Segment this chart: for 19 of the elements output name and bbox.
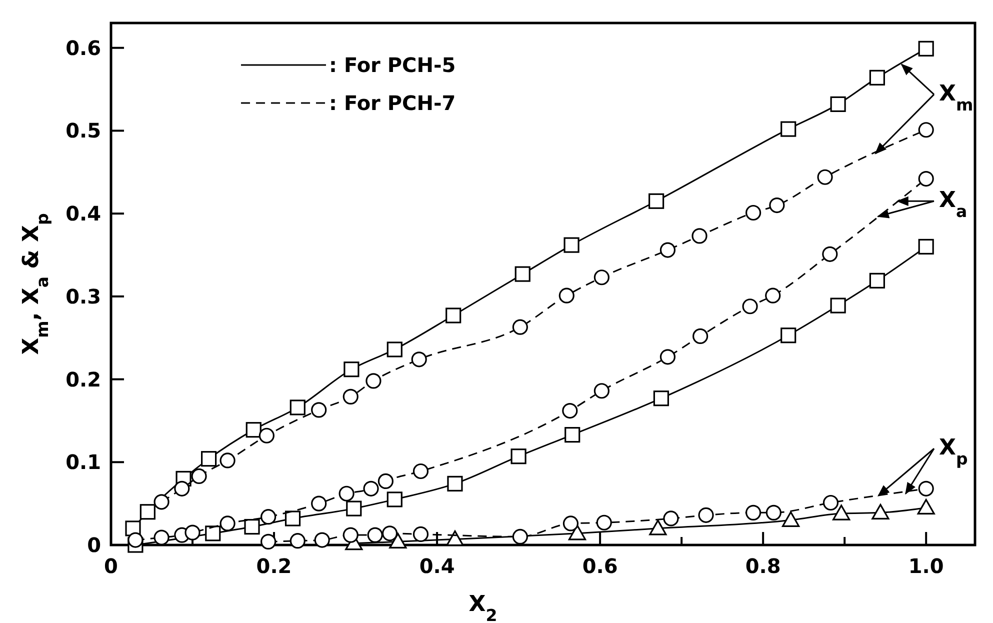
x-tick-label: 0.6 [582, 554, 618, 578]
y-tick-label: 0.4 [66, 202, 101, 226]
annotation: X$_{p}$ [939, 436, 968, 468]
annotation: X$_{m}$ [939, 81, 974, 114]
x-tick-label: 0.4 [419, 554, 455, 578]
y-tick-label: 0.2 [66, 367, 101, 392]
x-tick-label: 0.2 [256, 554, 292, 578]
y-tick-label: 0.6 [66, 36, 101, 60]
x-axis-title: X$_{2}$ [468, 592, 498, 623]
y-tick-label: 0.1 [66, 450, 101, 474]
x-tick-label: 0.8 [745, 554, 781, 578]
legend-label: : For PCH-7 [329, 91, 456, 115]
x-tick-label: 0 [104, 554, 118, 578]
y-tick-label: 0.5 [66, 118, 101, 143]
y-tick-label: 0.3 [66, 284, 101, 308]
y-tick-label: 0 [87, 533, 101, 557]
x-tick-label: 1.0 [908, 554, 944, 578]
annotation: X$_{a}$ [939, 188, 968, 221]
legend-label: : For PCH-5 [329, 53, 456, 77]
